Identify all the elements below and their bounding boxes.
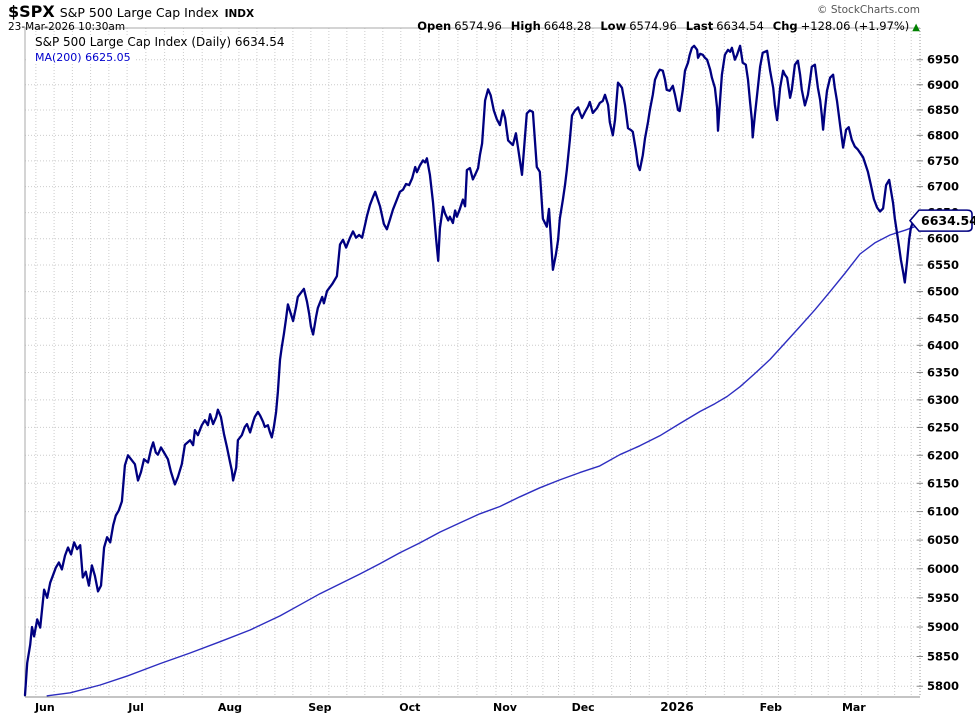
x-axis-label-year: 2026 bbox=[660, 700, 693, 714]
y-axis-label: 6550 bbox=[927, 258, 959, 272]
high-value: 6648.28 bbox=[543, 19, 592, 33]
x-axis-label-month: Oct bbox=[399, 701, 420, 714]
y-axis-label: 5800 bbox=[927, 679, 959, 693]
open-value: 6574.96 bbox=[454, 19, 502, 33]
y-axis-label: 6750 bbox=[927, 154, 959, 168]
quote-bar: Open 6574.96 High 6648.28 Low 6574.96 Last 6634… bbox=[417, 19, 920, 33]
last-price-tag bbox=[908, 209, 973, 232]
low-label: Low bbox=[600, 19, 627, 33]
y-axis-label: 6300 bbox=[927, 393, 959, 407]
up-arrow-icon: ▲ bbox=[912, 22, 920, 33]
y-axis-label: 6400 bbox=[927, 338, 959, 352]
y-axis-label: 6150 bbox=[927, 476, 959, 490]
chart-header: $SPX S&P 500 Large Cap Index INDX bbox=[8, 2, 254, 21]
legend-price-series: S&P 500 Large Cap Index (Daily) 6634.54 bbox=[27, 36, 288, 49]
copyright-link[interactable]: © StockCharts.com bbox=[817, 4, 920, 16]
y-axis-label: 5900 bbox=[927, 620, 959, 634]
y-axis-label: 6800 bbox=[927, 128, 959, 142]
low-value: 6574.96 bbox=[629, 19, 677, 33]
last-label: Last bbox=[685, 19, 714, 33]
chart-datetime: 23-Mar-2026 10:30am bbox=[8, 21, 126, 33]
x-axis-label-month: Aug bbox=[218, 701, 242, 714]
last-price-tag-value: 6634.54 bbox=[921, 213, 975, 228]
exchange-label: INDX bbox=[224, 8, 255, 20]
x-axis-label-month: Nov bbox=[493, 701, 518, 714]
x-axis-label-month: Feb bbox=[760, 701, 783, 714]
ma200-line bbox=[46, 224, 919, 697]
x-axis-label-month: Jun bbox=[34, 701, 55, 714]
index-name: S&P 500 Large Cap Index bbox=[59, 5, 219, 20]
y-axis-label: 6050 bbox=[927, 533, 959, 547]
y-axis-label: 6500 bbox=[927, 285, 959, 299]
chg-label: Chg bbox=[772, 19, 798, 33]
last-value: 6634.54 bbox=[716, 19, 764, 33]
y-axis-label: 6950 bbox=[927, 53, 959, 67]
y-axis-label: 6250 bbox=[927, 420, 959, 434]
y-axis-label: 6100 bbox=[927, 505, 959, 519]
chg-value: +128.06 (+1.97%) bbox=[800, 19, 910, 33]
high-label: High bbox=[510, 19, 541, 33]
x-axis-label-month: Mar bbox=[842, 701, 866, 714]
y-axis-label: 6600 bbox=[927, 232, 959, 246]
y-axis-label: 5850 bbox=[927, 650, 959, 664]
price-line bbox=[23, 44, 916, 697]
ticker-symbol: $SPX bbox=[8, 2, 55, 21]
open-label: Open bbox=[417, 19, 452, 33]
x-axis-label-month: Sep bbox=[308, 701, 331, 714]
x-axis-label-month: Dec bbox=[572, 701, 595, 714]
legend-ma-label: MA(200) 6625.05 bbox=[35, 51, 131, 64]
y-axis-label: 6900 bbox=[927, 78, 959, 92]
y-axis-label: 6850 bbox=[927, 103, 959, 117]
y-axis-label: 6000 bbox=[927, 562, 959, 576]
y-axis-label: 6450 bbox=[927, 311, 959, 325]
y-axis-label: 6700 bbox=[927, 180, 959, 194]
x-axis-label-month: Jul bbox=[127, 701, 144, 714]
y-axis-label: 6200 bbox=[927, 448, 959, 462]
legend-ma-series: MA(200) 6625.05 bbox=[27, 51, 134, 64]
y-axis-label: 5950 bbox=[927, 591, 959, 605]
legend-price-label: S&P 500 Large Cap Index (Daily) 6634.54 bbox=[35, 35, 285, 49]
y-axis-label: 6350 bbox=[927, 365, 959, 379]
